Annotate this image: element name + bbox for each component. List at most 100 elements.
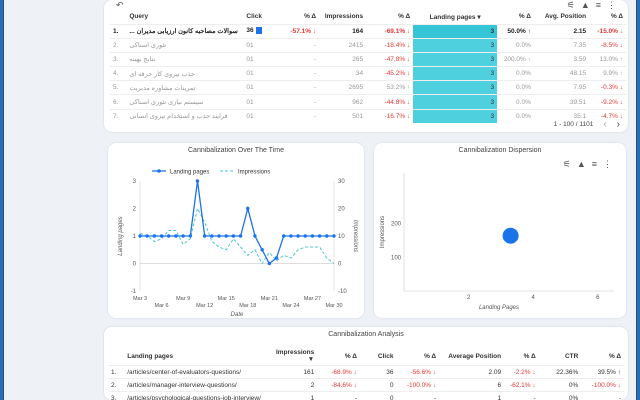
data-point-landing-pages [317, 234, 322, 238]
cell-lp-delta: 0.0% [497, 66, 534, 81]
col-click[interactable]: Click [377, 352, 394, 360]
y-tick: 100 [391, 255, 402, 261]
cell-text: 5. [113, 84, 119, 92]
table-row[interactable]: 1. /articles/center-of-evaluators-questio… [108, 365, 624, 379]
cell-text: 13.0% ↑ [599, 55, 624, 63]
cell-text: 0.0% [516, 112, 531, 120]
dashboard-canvas: ↶ ⚟ ▲ ≡ ⋮ Query Click % Δ Impressions % … [4, 0, 636, 400]
sort-icon[interactable]: ≡ [591, 159, 597, 169]
col-query[interactable]: Query [129, 13, 149, 21]
col-avg-position[interactable]: Avg. Position [544, 13, 587, 21]
col-lp-delta[interactable]: % Δ [518, 13, 531, 21]
cell-text: 1. [111, 368, 117, 376]
col-landing-pages[interactable]: Landing pages [127, 352, 174, 360]
more-icon[interactable]: ⋮ [603, 159, 612, 169]
cell-text: /articles/manager-interview-questions/ [127, 381, 237, 389]
table-row[interactable]: 5. تمرینات مشاوره مدیریت 01 - 2695 53.2% ↑ 3 0.… [110, 80, 626, 95]
cell-click-delta: - [272, 80, 320, 95]
y-axis-right-label: Impressions [352, 220, 358, 252]
cell-ctr-delta: 39.5% ↑ [581, 365, 624, 379]
col-impr-delta[interactable]: % Δ [398, 13, 411, 21]
cell-ctr: 0% [538, 391, 582, 400]
y-right-tick: 30 [338, 179, 345, 185]
col-impressions[interactable]: Impressions [324, 13, 364, 21]
table-row[interactable]: 4. جذب نیروی کار حرفه ای 01 - 34 -45.2% ↓ 3 0.0… [110, 66, 626, 81]
table-row[interactable]: 2. تئوری اسناکی 01 - 2415 -18.4% ↓ 3 0.0% 7.35 -8… [110, 37, 626, 53]
x-tick: Mar 3 [133, 296, 147, 302]
col-impr-delta[interactable]: % Δ [344, 352, 357, 360]
y-left-tick: 0 [133, 262, 137, 268]
cell-text: 3.59 [573, 55, 587, 63]
cell-impressions: 164 [319, 23, 367, 39]
x-tick: Mar 30 [325, 303, 342, 309]
cell-text: -16.7% ↓ [384, 112, 411, 120]
cell-text: 1 [497, 394, 502, 400]
cell-text: 34 [355, 70, 364, 78]
cell-text: 39.51 [569, 98, 587, 106]
col-avg-position[interactable]: Average Position [448, 352, 502, 360]
cell-avg-position: 2.15 [533, 23, 590, 39]
cell-idx: 2. [108, 378, 125, 392]
col-impressions[interactable]: Impressions ▼ [275, 349, 315, 363]
table-row[interactable]: 3. نتایج بهینه 01 - 265 -47.8% ↓ 3 200.0% ↑ 3.59… [110, 51, 626, 67]
cell-text: 7. [113, 112, 119, 120]
col-landing-pages[interactable]: Landing pages ▾ [413, 10, 497, 24]
cell-text: 01 [246, 41, 254, 49]
alert-icon[interactable]: ▲ [576, 159, 586, 169]
table-row[interactable]: 7. فرایند جذب و استخدام نیروی انسانی 01 - 50… [110, 108, 626, 124]
cell-text: 01 [246, 98, 254, 106]
table-row[interactable]: 3. /articles/psychological-questions-job-… [108, 391, 624, 400]
table-row[interactable]: 2. /articles/manager-interview-questions/… [108, 378, 624, 392]
col-click[interactable]: Click [246, 13, 262, 21]
query-table-card: ↶ ⚟ ▲ ≡ ⋮ Query Click % Δ Impressions % … [104, 0, 628, 132]
sort-icon[interactable]: ≡ [595, 0, 601, 10]
scatter-chart: 2 4 6 200 100 Landing Pages Impressions [380, 173, 614, 311]
cell-idx: 5. [110, 80, 127, 95]
cell-impr-delta: -18.4% ↓ [366, 37, 414, 53]
cell-landing-pages: 3 [413, 51, 498, 67]
alert-icon[interactable]: ▲ [580, 0, 590, 10]
next-page-button[interactable]: › [616, 119, 620, 130]
cell-text: 01 [246, 112, 254, 120]
cell-avg-position: 7.35 [533, 37, 590, 53]
cell-text: 2415 [348, 41, 364, 49]
col-click-delta[interactable]: % Δ [424, 352, 437, 360]
cell-avg-position: 35.1 [533, 108, 590, 124]
data-point-landing-pages [159, 234, 164, 238]
cell-click: 36 [243, 23, 273, 39]
cell-text: 01 [246, 70, 254, 78]
series-impressions-line [139, 207, 335, 265]
cell-avg-position: 48.15 [533, 66, 590, 81]
cell-query: نتایج بهینه [126, 51, 244, 67]
col-ctr-delta[interactable]: % Δ [608, 352, 621, 360]
cell-landing-pages: 3 [413, 108, 498, 124]
data-point-landing-pages [332, 234, 336, 238]
x-tick: Mar 6 [155, 303, 169, 309]
cell-text: -9.2% ↓ [600, 98, 623, 106]
cell-text: -4.7% ↓ [600, 112, 623, 120]
prev-page-button[interactable]: ‹ [603, 119, 607, 130]
more-icon[interactable]: ⋮ [607, 0, 616, 10]
cell-text: 6. [113, 98, 119, 106]
cell-text: 2695 [348, 84, 364, 92]
filter-icon[interactable]: ⚟ [562, 159, 571, 169]
undo-icon[interactable]: ↶ [116, 0, 124, 10]
cell-idx: 2. [110, 37, 127, 53]
data-point-landing-pages [282, 234, 286, 238]
cell-text: 0% [568, 394, 579, 400]
cell-text: -44.8% ↓ [384, 98, 411, 106]
filter-icon[interactable]: ⚟ [566, 0, 575, 10]
cell-text: 6 [497, 381, 502, 389]
y-left-tick: -1 [131, 289, 137, 295]
col-pos-delta[interactable]: % Δ [610, 13, 623, 21]
x-axis-label: Date [231, 312, 244, 318]
x-tick: Mar 9 [176, 296, 190, 302]
table-row[interactable]: 1. سوالات مصاحبه کانون ارزیابی مدیران ...… [110, 23, 626, 39]
x-tick: Mar 15 [218, 296, 235, 302]
table-row[interactable]: 6. سیستم نیازی تئوری اسناکی 01 - 962 -44.8% ↓… [110, 94, 626, 110]
col-click-delta[interactable]: % Δ [304, 13, 317, 21]
cell-text: - [313, 98, 317, 106]
col-ctr[interactable]: CTR [564, 352, 579, 360]
col-pos-delta[interactable]: % Δ [523, 352, 536, 360]
cell-impressions: 962 [319, 94, 367, 110]
